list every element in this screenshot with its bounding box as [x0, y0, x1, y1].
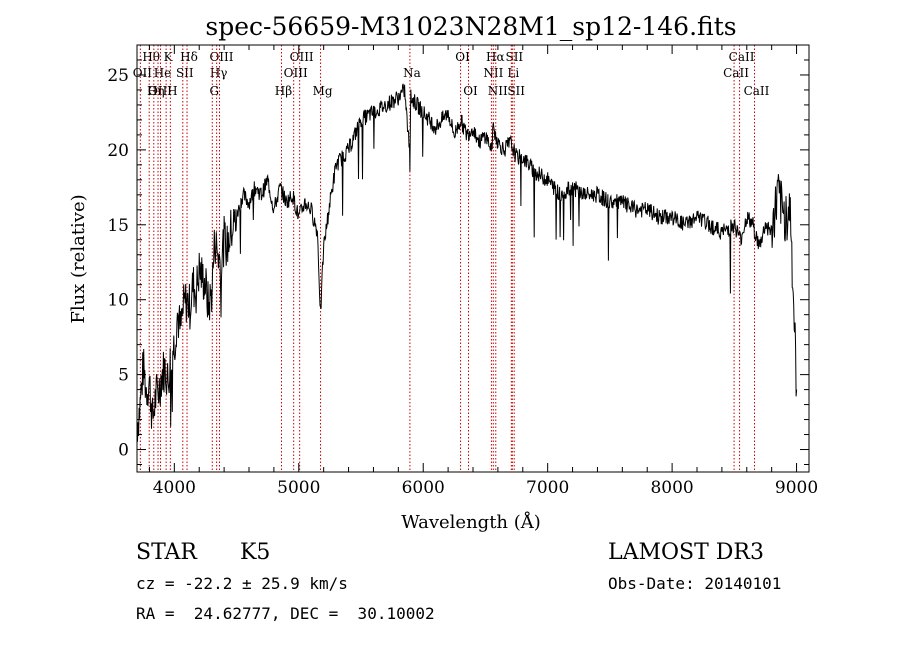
redshift-line: cz = -22.2 ± 25.9 km/s — [136, 574, 348, 593]
line-marker-label: He — [154, 66, 172, 80]
spectrum-line — [136, 83, 798, 442]
line-marker-label: SII — [507, 84, 525, 98]
line-marker-label: OIII — [209, 50, 233, 64]
x-tick-label: 4000 — [153, 478, 196, 498]
line-marker-label: Hη — [147, 84, 165, 98]
line-marker-label: Hγ — [210, 66, 228, 80]
line-marker-label: K — [164, 50, 174, 64]
line-marker-label: OIII — [284, 66, 308, 80]
line-marker-label: Hβ — [275, 84, 292, 98]
plot-area — [136, 83, 798, 442]
axes: 4000 5000 6000 7000 8000 9000 0 5 10 15 20 25 — [107, 45, 818, 498]
line-marker-label: OI — [455, 50, 470, 64]
line-marker-label: CaII — [729, 50, 755, 64]
plot-frame — [136, 44, 810, 473]
line-marker-label: SII — [176, 66, 194, 80]
line-marker-label: OI — [463, 84, 478, 98]
y-tick-label: 5 — [118, 366, 129, 386]
y-tick-label: 0 — [118, 441, 129, 461]
y-tick-label: 10 — [107, 291, 129, 311]
y-axis-label: Flux (relative) — [68, 194, 89, 323]
x-axis-label: Wavelength (Å) — [401, 511, 541, 533]
line-markers: HθOIIOIIIKHeHηSIIHHδOIIIHγGOIIIOIIIHβMgN… — [133, 45, 770, 472]
x-tick-label: 5000 — [277, 478, 320, 498]
line-marker-label: NII — [483, 66, 503, 80]
line-marker-label: Li — [507, 66, 519, 80]
line-marker-label: G — [209, 84, 219, 98]
line-marker-label: Hθ — [142, 50, 160, 64]
line-marker-label: CaII — [744, 84, 770, 98]
line-marker-label: H — [167, 84, 177, 98]
x-tick-label: 8000 — [650, 478, 693, 498]
obs-date-line: Obs-Date: 20140101 — [608, 574, 782, 593]
line-marker-label: Hδ — [180, 50, 198, 64]
x-tick-label: 7000 — [526, 478, 569, 498]
line-marker-label: OIII — [290, 50, 314, 64]
survey-name: LAMOST DR3 — [608, 540, 764, 565]
object-class: STAR — [136, 540, 197, 565]
x-tick-label: 9000 — [775, 478, 818, 498]
x-tick-label: 6000 — [402, 478, 445, 498]
coordinates-line: RA = 24.62777, DEC = 30.10002 — [136, 604, 435, 623]
line-marker-label: Mg — [313, 84, 333, 98]
line-marker-label: OII — [133, 66, 153, 80]
line-marker-label: NII — [488, 84, 508, 98]
line-marker-label: Na — [403, 66, 421, 80]
y-tick-label: 15 — [107, 216, 129, 236]
subclass: K5 — [240, 540, 271, 565]
y-tick-label: 20 — [107, 141, 129, 161]
y-tick-label: 25 — [107, 66, 129, 86]
line-marker-label: CaII — [723, 66, 749, 80]
chart-title: spec-56659-M31023N28M1_sp12-146.fits — [205, 12, 736, 41]
